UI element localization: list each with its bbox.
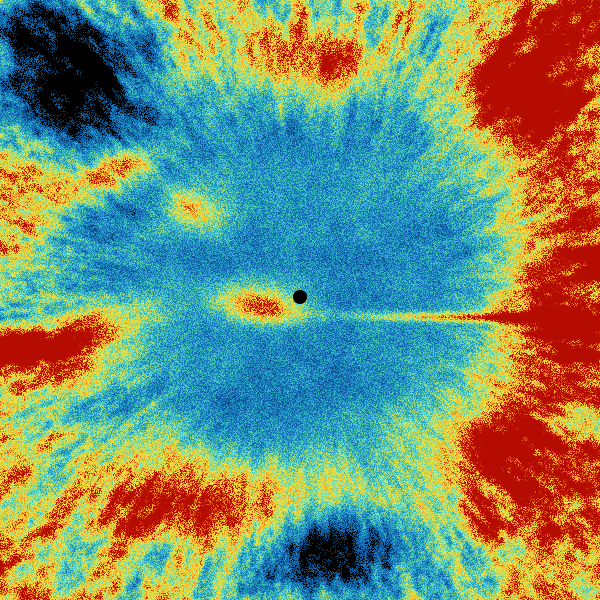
false-color-astronomy-figure: jet-on-black normalized surface brightne…	[0, 0, 600, 600]
intensity-map-canvas	[0, 0, 600, 600]
